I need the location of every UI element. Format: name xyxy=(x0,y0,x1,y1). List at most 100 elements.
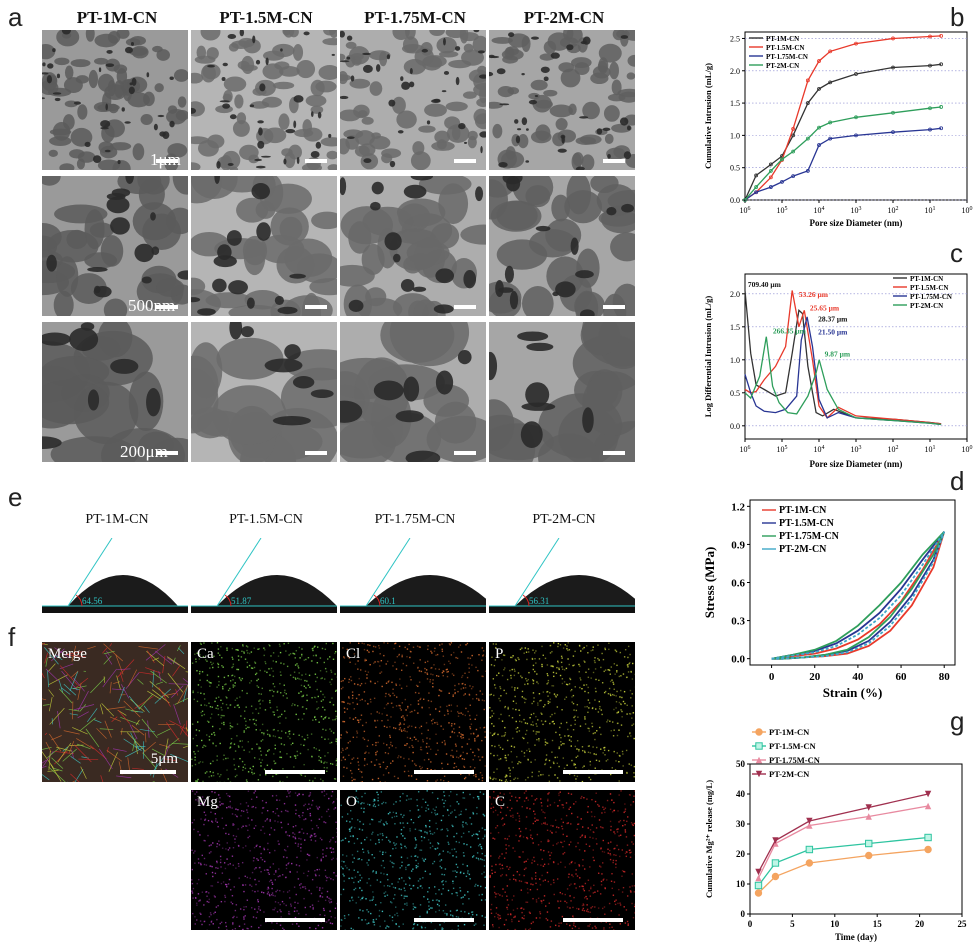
data-point xyxy=(768,162,773,167)
data-point xyxy=(754,889,763,897)
sem-scale-label-2: 500nm xyxy=(128,296,176,315)
legend-label: PT-2M-CN xyxy=(769,769,810,779)
panel-label-g: g xyxy=(950,706,965,736)
x-tick-label: 101 xyxy=(925,445,936,454)
scale-bar xyxy=(120,770,176,774)
sem-column-title-2: PT-1.5M-CN xyxy=(219,8,313,27)
data-point xyxy=(754,190,759,195)
angle-arc xyxy=(373,594,381,607)
substrate xyxy=(42,606,188,613)
panel-label-f: f xyxy=(8,622,16,652)
data-point xyxy=(780,180,784,184)
data-point xyxy=(743,198,747,202)
x-tick-label: 105 xyxy=(777,206,788,215)
x-tick-label: 105 xyxy=(777,445,788,454)
droplet xyxy=(366,575,486,606)
panel-label-e: e xyxy=(8,482,23,512)
x-tick-label: 0 xyxy=(748,919,753,929)
sem-texture xyxy=(340,176,486,316)
sem-texture xyxy=(340,30,486,170)
x-tick-label: 20 xyxy=(809,671,821,683)
eds-map-c: C xyxy=(489,790,635,930)
eds-merge-image: Merge 5μm xyxy=(42,642,188,782)
series-line-PT-1.5M-CN xyxy=(744,35,942,201)
y-tick-label: 1.5 xyxy=(730,323,740,332)
legend-label: PT-2M-CN xyxy=(779,544,827,555)
legend-entry: PT-2M-CN xyxy=(749,62,799,70)
scale-bar xyxy=(414,770,474,774)
x-tick-label: 102 xyxy=(888,445,899,454)
x-axis-label: Strain (%) xyxy=(823,685,883,700)
sem-image-r1-c4 xyxy=(489,30,635,170)
data-point xyxy=(805,101,810,105)
peak-annotation: 21.50 μm xyxy=(818,328,848,337)
sem-scale-label-3: 200μm xyxy=(120,442,168,461)
sem-image-r2-c4 xyxy=(489,176,635,316)
data-point xyxy=(755,770,763,778)
data-point xyxy=(791,174,796,178)
data-point xyxy=(805,169,810,173)
sem-texture xyxy=(191,30,337,170)
data-point xyxy=(817,143,821,147)
sem-image-r1-c1 xyxy=(42,30,188,170)
data-point xyxy=(854,133,858,138)
sem-texture xyxy=(42,30,188,170)
sem-texture xyxy=(340,322,486,462)
series-line-PT-1M-CN xyxy=(758,848,929,894)
scale-bar xyxy=(156,305,178,309)
scale-bar xyxy=(454,159,476,163)
legend-entry: PT-1.75M-CN xyxy=(762,531,840,542)
x-tick-label: 101 xyxy=(925,206,936,215)
eds-map-ca: Ca xyxy=(191,642,337,782)
legend-label: PT-2M-CN xyxy=(910,302,943,310)
sem-image-r3-c4 xyxy=(489,322,635,462)
contact-angle-image-1: 64.56 xyxy=(42,538,188,613)
sem-column-title-1: PT-1M-CN xyxy=(76,8,158,27)
eds-map-cl: Cl xyxy=(340,642,486,782)
x-tick-label: 102 xyxy=(888,206,899,215)
legend-label: PT-1.75M-CN xyxy=(766,53,808,61)
log-differential-intrusion-chart: 0.0 0.5 1.0 1.5 2.0 106 105 104 103 102 101 100 Pore… xyxy=(703,273,973,469)
data-point xyxy=(891,36,895,41)
scale-bar xyxy=(454,305,476,309)
sem-texture xyxy=(489,176,635,316)
data-point xyxy=(928,106,932,111)
eds-scale-label: 5μm xyxy=(150,751,178,767)
x-tick-label: 15 xyxy=(873,919,883,929)
eds-map-p: P xyxy=(489,642,635,782)
tangent-line xyxy=(514,538,560,607)
legend-label: PT-2M-CN xyxy=(766,62,799,70)
data-point xyxy=(891,110,895,115)
data-point xyxy=(771,859,780,867)
x-tick-label: 106 xyxy=(740,206,751,215)
sem-image-r3-c3 xyxy=(340,322,486,462)
x-tick-label: 0 xyxy=(769,671,775,683)
peak-annotation: 28.37 μm xyxy=(818,315,848,324)
data-point xyxy=(771,872,780,881)
eds-merge-label: Merge xyxy=(48,646,87,662)
y-tick-label: 2.0 xyxy=(730,290,740,299)
legend-label: PT-1.75M-CN xyxy=(779,531,840,542)
data-point xyxy=(805,136,810,141)
sem-texture xyxy=(42,176,188,316)
scale-bar xyxy=(305,305,327,309)
data-point xyxy=(928,127,932,132)
x-tick-label: 10 xyxy=(830,919,840,929)
scale-bar xyxy=(603,159,625,163)
data-point xyxy=(828,49,833,54)
sem-image-r1-c3 xyxy=(340,30,486,170)
data-point xyxy=(768,175,773,180)
legend-entry: PT-2M-CN xyxy=(762,544,827,555)
eds-element-label: O xyxy=(346,794,357,810)
droplet xyxy=(68,575,178,606)
data-point xyxy=(806,822,813,829)
angle-value: 51.87 xyxy=(231,596,252,606)
series-line-PT-1.5M-CN xyxy=(757,836,929,886)
data-point xyxy=(828,80,833,85)
data-point xyxy=(768,169,773,173)
scale-bar xyxy=(563,918,623,922)
x-tick-label: 80 xyxy=(939,671,951,683)
scale-bar xyxy=(265,918,325,922)
scale-bar xyxy=(305,159,327,163)
data-point xyxy=(791,133,796,138)
